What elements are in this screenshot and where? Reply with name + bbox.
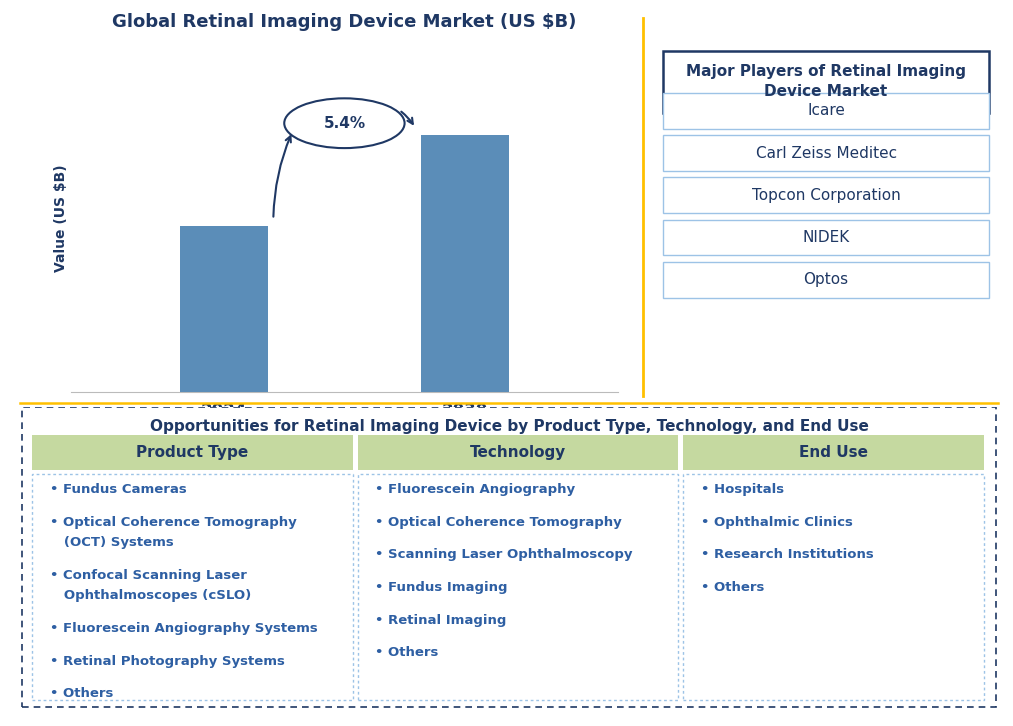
Text: • Ophthalmic Clinics: • Ophthalmic Clinics	[701, 516, 853, 529]
Text: • Optical Coherence Tomography: • Optical Coherence Tomography	[50, 516, 297, 529]
FancyBboxPatch shape	[683, 474, 984, 701]
Text: • Fundus Imaging: • Fundus Imaging	[375, 581, 508, 594]
Text: • Fluorescein Angiography: • Fluorescein Angiography	[375, 484, 575, 497]
Text: Opportunities for Retinal Imaging Device by Product Type, Technology, and End Us: Opportunities for Retinal Imaging Device…	[150, 419, 868, 433]
FancyBboxPatch shape	[664, 93, 989, 129]
Text: • Scanning Laser Ophthalmoscopy: • Scanning Laser Ophthalmoscopy	[375, 548, 632, 561]
Text: • Retinal Photography Systems: • Retinal Photography Systems	[50, 655, 285, 667]
Text: 5.4%: 5.4%	[323, 115, 366, 131]
Text: Technology: Technology	[470, 445, 566, 460]
FancyBboxPatch shape	[664, 219, 989, 256]
Text: • Fluorescein Angiography Systems: • Fluorescein Angiography Systems	[50, 622, 317, 635]
Bar	[421, 135, 509, 392]
FancyBboxPatch shape	[664, 261, 989, 298]
Text: Product Type: Product Type	[136, 445, 248, 460]
Text: (OCT) Systems: (OCT) Systems	[50, 537, 173, 550]
Text: • Retinal Imaging: • Retinal Imaging	[375, 613, 506, 627]
FancyBboxPatch shape	[664, 177, 989, 213]
Text: NIDEK: NIDEK	[802, 230, 850, 245]
FancyBboxPatch shape	[358, 435, 678, 470]
Text: Ophthalmoscopes (cSLO): Ophthalmoscopes (cSLO)	[50, 590, 251, 603]
FancyBboxPatch shape	[22, 407, 996, 707]
FancyBboxPatch shape	[32, 474, 353, 701]
FancyBboxPatch shape	[683, 435, 984, 470]
Text: Major Players of Retinal Imaging
Device Market: Major Players of Retinal Imaging Device …	[686, 65, 966, 99]
FancyBboxPatch shape	[664, 135, 989, 171]
Y-axis label: Value (US $B): Value (US $B)	[54, 164, 68, 272]
Text: • Confocal Scanning Laser: • Confocal Scanning Laser	[50, 569, 246, 582]
Text: • Fundus Cameras: • Fundus Cameras	[50, 484, 186, 497]
FancyBboxPatch shape	[358, 474, 678, 701]
Text: Carl Zeiss Meditec: Carl Zeiss Meditec	[756, 146, 897, 160]
FancyBboxPatch shape	[32, 435, 353, 470]
Text: • Optical Coherence Tomography: • Optical Coherence Tomography	[375, 516, 622, 529]
Text: Topcon Corporation: Topcon Corporation	[752, 188, 901, 203]
FancyBboxPatch shape	[664, 51, 989, 113]
Text: End Use: End Use	[799, 445, 868, 460]
Text: • Others: • Others	[375, 646, 439, 659]
Text: Optos: Optos	[803, 272, 849, 287]
Text: Icare: Icare	[807, 104, 845, 118]
Title: Global Retinal Imaging Device Market (US $B): Global Retinal Imaging Device Market (US…	[112, 13, 576, 31]
Bar	[180, 226, 267, 392]
Text: • Research Institutions: • Research Institutions	[701, 548, 873, 561]
Text: • Hospitals: • Hospitals	[701, 484, 784, 497]
Text: • Others: • Others	[701, 581, 764, 594]
Text: • Others: • Others	[50, 687, 113, 700]
Text: Source: Lucintel: Source: Lucintel	[502, 441, 629, 454]
